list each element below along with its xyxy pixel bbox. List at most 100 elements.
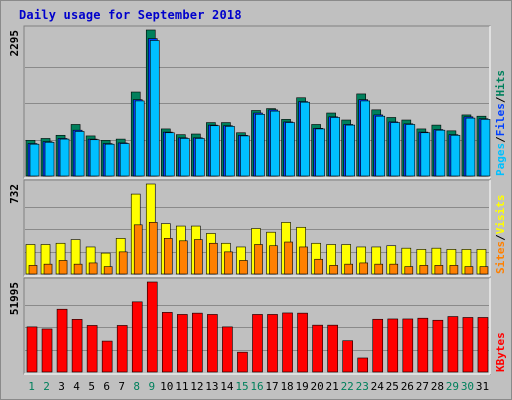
bar-sites [389,263,399,275]
legend: KBytes [494,332,507,372]
bar-pages [74,131,85,177]
bar-pages [390,122,401,177]
bar-sites [88,262,98,275]
bar-sites [449,265,459,275]
bar-kbytes [402,318,414,373]
legend-separator: / [494,234,507,241]
bar-sites [43,263,53,275]
bar-kbytes [101,340,113,373]
legend-separator: / [494,96,507,103]
x-tick-label: 25 [386,380,399,393]
legend-kbytes: KBytes [494,332,507,372]
bar-sites [163,238,173,275]
bar-kbytes [447,316,459,373]
bar-sites [299,246,308,275]
bar-sites [254,244,263,275]
bar-kbytes [327,324,338,373]
bar-pages [89,139,100,177]
bar-pages [300,101,310,177]
bar-pages [134,100,145,177]
bar-pages [270,110,280,177]
bar-sites [284,241,293,275]
x-tick-label: 2 [43,380,50,393]
x-tick-label: 26 [401,380,414,393]
bar-sites [329,265,338,275]
bar-kbytes [56,308,68,373]
bar-pages [225,126,235,177]
legend-visits: Visits [494,195,507,235]
bar-kbytes [387,318,399,373]
legend-hits: Hits [494,70,507,97]
bar-sites [118,251,128,275]
bar-pages [480,119,491,177]
bar-kbytes [372,318,384,373]
bar-sites [359,262,369,275]
x-tick-label: 12 [190,380,203,393]
bar-kbytes [432,319,444,373]
bar-pages [330,117,340,177]
bar-kbytes [312,324,323,373]
x-tick-label: 8 [133,380,140,393]
bar-pages [210,125,220,177]
bar-sites [419,265,429,275]
bar-kbytes [192,312,203,373]
bar-kbytes [282,312,293,373]
x-tick-label: 10 [160,380,173,393]
x-tick-label: 31 [476,380,489,393]
x-tick-label: 28 [431,380,444,393]
bar-kbytes [462,317,474,373]
bar-pages [450,134,461,177]
x-tick-label: 22 [341,380,354,393]
legend-files: Files [494,103,507,136]
bar-pages [44,141,55,177]
bar-sites [344,263,353,275]
bar-sites [464,266,474,275]
x-tick-label: 30 [461,380,474,393]
bar-pages [240,135,250,177]
x-tick-label: 23 [356,380,369,393]
legend-sites: Sites [494,241,507,274]
bar-sites [224,251,233,275]
x-tick-label: 4 [73,380,80,393]
bar-kbytes [417,317,429,373]
x-tick-label: 20 [311,380,324,393]
x-tick-label: 11 [175,380,188,393]
bar-pages [435,129,446,177]
x-tick-label: 21 [326,380,339,393]
x-tick-label: 15 [235,380,248,393]
bar-sites [314,258,323,275]
bar-sites [103,266,113,275]
legend-separator: / [494,136,507,143]
y-max-label: 51995 [8,282,21,315]
bar-sites [479,266,489,275]
bar-pages [345,124,355,177]
x-tick-label: 19 [295,380,308,393]
legend: Sites/Visits [494,195,507,275]
bar-kbytes [477,317,489,373]
bar-kbytes [357,357,369,373]
bar-pages [59,138,70,177]
bar-pages [405,124,416,177]
x-tick-label: 1 [28,380,35,393]
bar-sites [73,263,83,275]
x-tick-label: 14 [220,380,234,393]
y-max-label: 2295 [8,30,21,57]
bar-pages [119,143,130,177]
x-tick-label: 18 [280,380,293,393]
bar-pages [315,128,325,177]
bar-sites [374,263,384,275]
bar-kbytes [342,340,353,373]
x-tick-label: 27 [416,380,429,393]
bar-pages [360,100,371,177]
bar-sites [434,265,444,275]
bar-kbytes [297,312,308,373]
bar-pages [285,122,295,177]
bar-kbytes [267,314,278,373]
bar-pages [180,138,190,177]
bar-kbytes [86,325,98,373]
panel-middle: 732 Sites/Visits [8,179,507,277]
bar-sites [28,265,38,275]
